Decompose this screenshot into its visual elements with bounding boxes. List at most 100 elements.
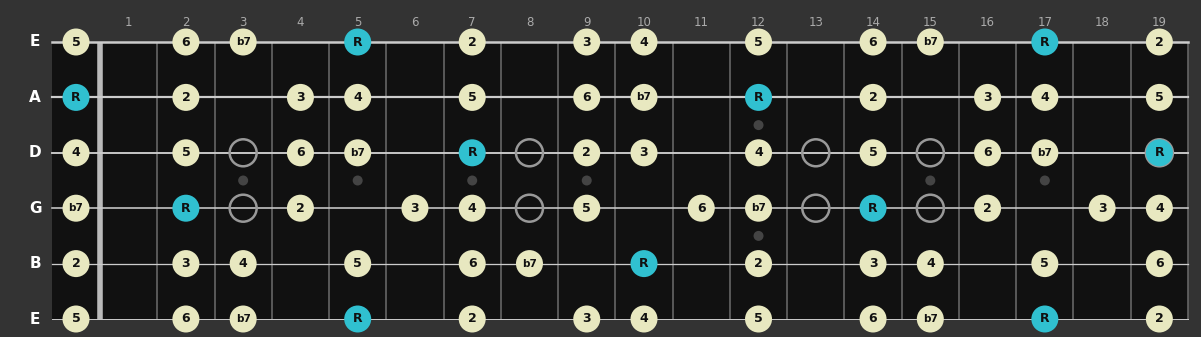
Circle shape [229,306,257,333]
Circle shape [974,195,1002,222]
Circle shape [753,231,764,241]
Text: 3: 3 [984,91,992,104]
Text: 4: 4 [468,202,477,215]
Text: 4: 4 [1040,91,1050,104]
Circle shape [173,84,199,111]
Circle shape [1146,195,1173,222]
Text: 2: 2 [468,35,477,49]
Circle shape [62,195,90,222]
Text: 5: 5 [1040,257,1050,270]
Circle shape [860,29,886,56]
Text: 2: 2 [468,312,477,326]
Circle shape [631,29,657,56]
Text: R: R [1040,35,1050,49]
Text: 18: 18 [1094,16,1110,29]
Text: 4: 4 [640,35,649,49]
Text: R: R [181,202,191,215]
Circle shape [62,29,90,56]
Circle shape [974,139,1002,166]
Text: 9: 9 [582,16,591,29]
Text: 2: 2 [183,16,190,29]
Circle shape [345,250,371,277]
Circle shape [238,176,249,185]
Text: 19: 19 [1152,16,1167,29]
Text: 2: 2 [582,146,591,159]
Text: R: R [868,202,878,215]
Circle shape [631,84,657,111]
Text: R: R [639,257,649,270]
Text: 4: 4 [353,91,362,104]
Text: 2: 2 [72,257,80,270]
Circle shape [745,84,772,111]
Text: A: A [29,90,41,105]
Circle shape [459,84,485,111]
Text: 3: 3 [1098,202,1106,215]
Circle shape [401,195,429,222]
Text: 5: 5 [353,257,362,270]
Text: 10: 10 [637,16,651,29]
Circle shape [745,139,772,166]
Circle shape [573,29,600,56]
Text: 6: 6 [868,312,878,326]
Text: 5: 5 [468,91,477,104]
Text: R: R [71,91,80,104]
Text: 11: 11 [694,16,709,29]
Text: 4: 4 [239,257,247,270]
Text: 2: 2 [868,91,878,104]
Circle shape [573,195,600,222]
Circle shape [173,195,199,222]
Circle shape [353,176,363,185]
Text: R: R [1040,312,1050,326]
Circle shape [1032,84,1058,111]
Circle shape [345,306,371,333]
Circle shape [745,306,772,333]
Circle shape [860,306,886,333]
Text: 2: 2 [1155,35,1164,49]
Circle shape [1032,139,1058,166]
Circle shape [459,306,485,333]
Text: R: R [353,35,363,49]
Circle shape [916,29,944,56]
Circle shape [631,250,657,277]
Circle shape [573,84,600,111]
Text: b7: b7 [235,314,251,324]
Text: 5: 5 [868,146,878,159]
Circle shape [916,250,944,277]
Circle shape [860,195,886,222]
Circle shape [1146,29,1173,56]
Circle shape [229,250,257,277]
Circle shape [173,139,199,166]
Text: 5: 5 [582,202,591,215]
Text: 6: 6 [468,257,477,270]
Text: b7: b7 [637,92,651,102]
Text: 3: 3 [582,312,591,326]
Text: 2: 2 [295,202,305,215]
Circle shape [974,84,1002,111]
Text: R: R [1154,146,1164,159]
Circle shape [287,195,313,222]
Circle shape [287,139,313,166]
Text: 6: 6 [297,146,305,159]
Text: 3: 3 [239,16,247,29]
Circle shape [459,195,485,222]
Text: D: D [29,145,41,160]
Bar [52,42,1188,319]
Circle shape [925,176,936,185]
Circle shape [1146,306,1173,333]
Text: 5: 5 [754,35,763,49]
Circle shape [573,139,600,166]
Text: G: G [29,201,41,216]
Text: 17: 17 [1038,16,1052,29]
Circle shape [287,84,313,111]
Circle shape [345,139,371,166]
Text: B: B [29,256,41,271]
Circle shape [1032,250,1058,277]
Text: 7: 7 [468,16,476,29]
Text: 6: 6 [868,35,878,49]
Text: 2: 2 [754,257,763,270]
Circle shape [753,120,764,130]
Text: b7: b7 [922,37,938,47]
Circle shape [1088,195,1116,222]
Text: 2: 2 [181,91,190,104]
Text: 2: 2 [984,202,992,215]
